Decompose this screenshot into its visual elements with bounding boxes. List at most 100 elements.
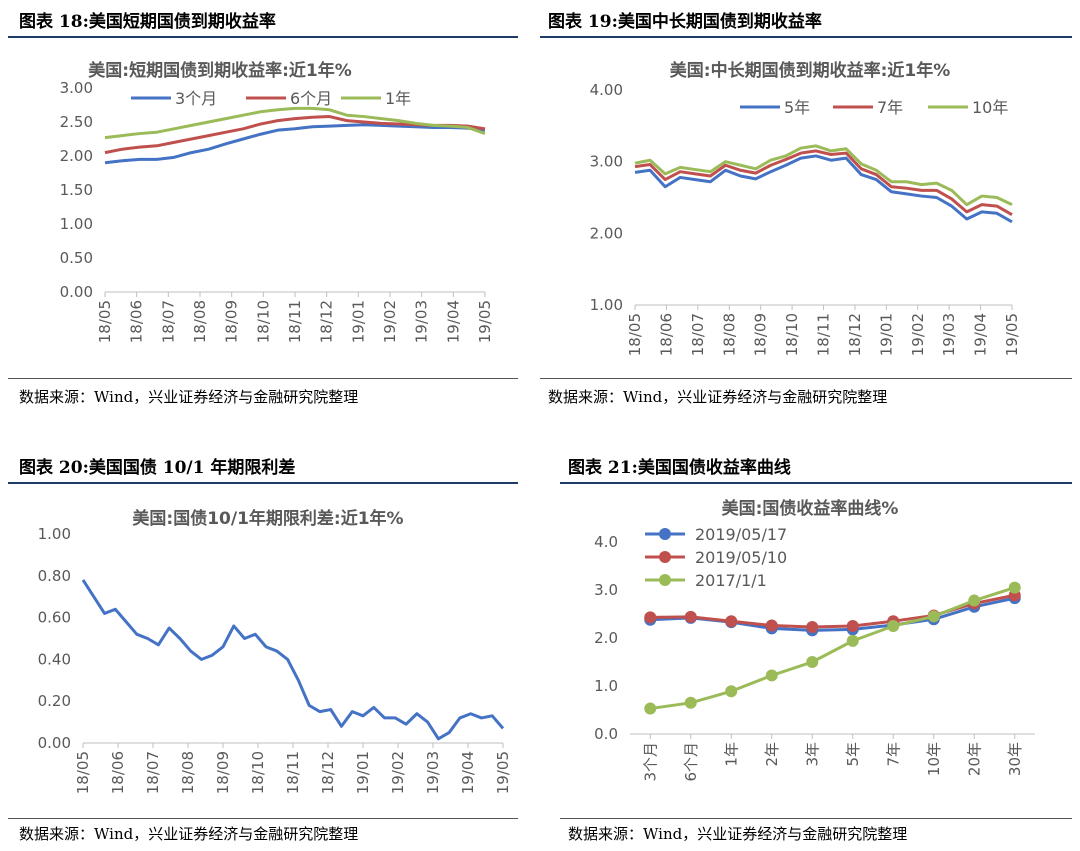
x-tick-label: 19/04 (444, 300, 462, 343)
data-point (644, 702, 657, 715)
x-tick-label: 3年 (803, 742, 821, 767)
x-tick-label: 19/04 (459, 751, 477, 794)
series-line (104, 123, 486, 165)
legend-label: 3个月 (175, 89, 217, 108)
title-rule-21 (560, 482, 1072, 484)
data-point (684, 696, 697, 709)
y-tick-label: 0.60 (38, 609, 71, 627)
x-tick-label: 7年 (884, 742, 902, 767)
y-tick-label: 0.50 (60, 249, 93, 267)
data-point (806, 620, 819, 633)
x-tick-label: 19/05 (476, 300, 494, 343)
data-point (846, 634, 859, 647)
data-point (846, 620, 859, 632)
x-tick-label: 18/12 (319, 751, 337, 794)
y-tick-label: 0.00 (60, 283, 93, 301)
data-point (968, 594, 981, 607)
series-line (650, 586, 1016, 711)
legend-label: 10年 (972, 98, 1008, 117)
x-tick-label: 30年 (1006, 742, 1024, 776)
chart-short-term-yields: 美国:短期国债到期收益率:近1年% 0.00 0.50 1.00 1.50 2.00 2.5… (60, 60, 494, 343)
data-point (765, 669, 778, 682)
legend-label: 7年 (877, 98, 903, 117)
source-note-19: 数据来源：Wind，兴业证券经济与金融研究院整理 (548, 388, 888, 406)
y-tick-label: 4.00 (590, 81, 623, 99)
x-tick-label: 10年 (925, 742, 943, 776)
chart-title: 美国:短期国债到期收益率:近1年% (88, 60, 351, 81)
title-rule-19 (540, 36, 1072, 38)
y-tick-label: 0.0 (594, 725, 618, 743)
y-tick-label: 0.00 (38, 734, 71, 752)
chart-long-term-yields: 美国:中长期国债到期收益率:近1年% 1.00 2.00 3.00 4.00 18/05 1… (590, 60, 1021, 356)
y-tick-label: 0.40 (38, 650, 71, 668)
x-tick-label: 18/10 (254, 300, 272, 343)
data-point (725, 685, 738, 698)
series-line (81, 579, 505, 741)
chart-yield-curve: 美国:国债收益率曲线% 0.0 1.0 2.0 3.0 4.0 3个月 6个月 1年 2年 3年 5年… (594, 498, 1035, 782)
y-tick-label: 1.00 (38, 525, 71, 543)
source-rule-19 (540, 378, 1072, 379)
source-note-21: 数据来源：Wind，兴业证券经济与金融研究院整理 (568, 825, 908, 843)
x-tick-label: 18/11 (815, 313, 833, 356)
x-tick-label: 18/12 (846, 313, 864, 356)
figure-title-20: 图表 20:美国国债 10/1 年期限利差 (19, 458, 296, 478)
figure-title-21: 图表 21:美国国债收益率曲线 (568, 458, 791, 478)
legend-label: 2019/05/17 (695, 525, 787, 544)
data-point (725, 615, 738, 628)
x-tick-label: 19/02 (381, 300, 399, 343)
legend-label: 2019/05/10 (695, 548, 787, 567)
y-tick-label: 1.0 (594, 677, 618, 695)
y-tick-label: 3.0 (594, 581, 618, 599)
source-rule-18 (8, 378, 518, 379)
x-tick-label: 18/06 (109, 751, 127, 794)
chart-title: 美国:国债10/1年期限利差:近1年% (132, 508, 403, 529)
x-tick-label: 3个月 (641, 742, 659, 782)
data-point (927, 610, 940, 623)
chart-title: 美国:中长期国债到期收益率:近1年% (670, 60, 950, 81)
x-tick-label: 18/08 (720, 313, 738, 356)
legend-label: 2017/1/1 (695, 571, 767, 590)
x-tick-label: 19/04 (972, 313, 990, 356)
source-note-18: 数据来源：Wind，兴业证券经济与金融研究院整理 (19, 388, 359, 406)
x-tick-label: 18/11 (286, 300, 304, 343)
x-tick-label: 6个月 (682, 742, 700, 782)
x-tick-label: 18/08 (191, 300, 209, 343)
figure-title-19: 图表 19:美国中长期国债到期收益率 (548, 12, 822, 32)
x-tick-label: 19/03 (413, 300, 431, 343)
series-line (634, 144, 1013, 207)
source-rule-21 (560, 818, 1072, 819)
x-tick-label: 18/07 (159, 300, 177, 343)
x-tick-label: 18/06 (128, 300, 146, 343)
x-tick-label: 18/11 (284, 751, 302, 794)
figure-title-18: 图表 18:美国短期国债到期收益率 (19, 12, 276, 32)
x-tick-label: 18/06 (657, 313, 675, 356)
series-line (634, 154, 1013, 224)
x-tick-label: 18/09 (752, 313, 770, 356)
y-tick-label: 2.0 (594, 629, 618, 647)
x-tick-label: 19/05 (1003, 313, 1021, 356)
y-tick-label: 3.00 (60, 79, 93, 97)
data-point (887, 620, 900, 632)
x-tick-label: 18/05 (74, 751, 92, 794)
data-point (806, 656, 819, 668)
x-tick-label: 18/05 (626, 313, 644, 356)
data-point (644, 611, 657, 624)
y-tick-label: 1.00 (60, 215, 93, 233)
x-tick-label: 18/07 (144, 751, 162, 794)
data-point (1008, 581, 1021, 594)
x-tick-label: 19/03 (940, 313, 958, 356)
legend-marker (659, 551, 671, 563)
x-tick-label: 2年 (763, 742, 781, 767)
x-tick-label: 19/02 (909, 313, 927, 356)
y-tick-label: 1.50 (60, 181, 93, 199)
x-tick-label: 18/05 (96, 300, 114, 343)
x-tick-label: 18/10 (249, 751, 267, 794)
x-tick-label: 18/09 (223, 300, 241, 343)
source-note-20: 数据来源：Wind，兴业证券经济与金融研究院整理 (19, 825, 359, 843)
chart-title: 美国:国债收益率曲线% (722, 498, 899, 519)
title-rule-20 (8, 482, 518, 484)
x-tick-label: 19/05 (494, 751, 512, 794)
x-tick-label: 18/09 (214, 751, 232, 794)
y-tick-label: 3.00 (590, 153, 623, 171)
x-tick-label: 20年 (965, 742, 983, 776)
